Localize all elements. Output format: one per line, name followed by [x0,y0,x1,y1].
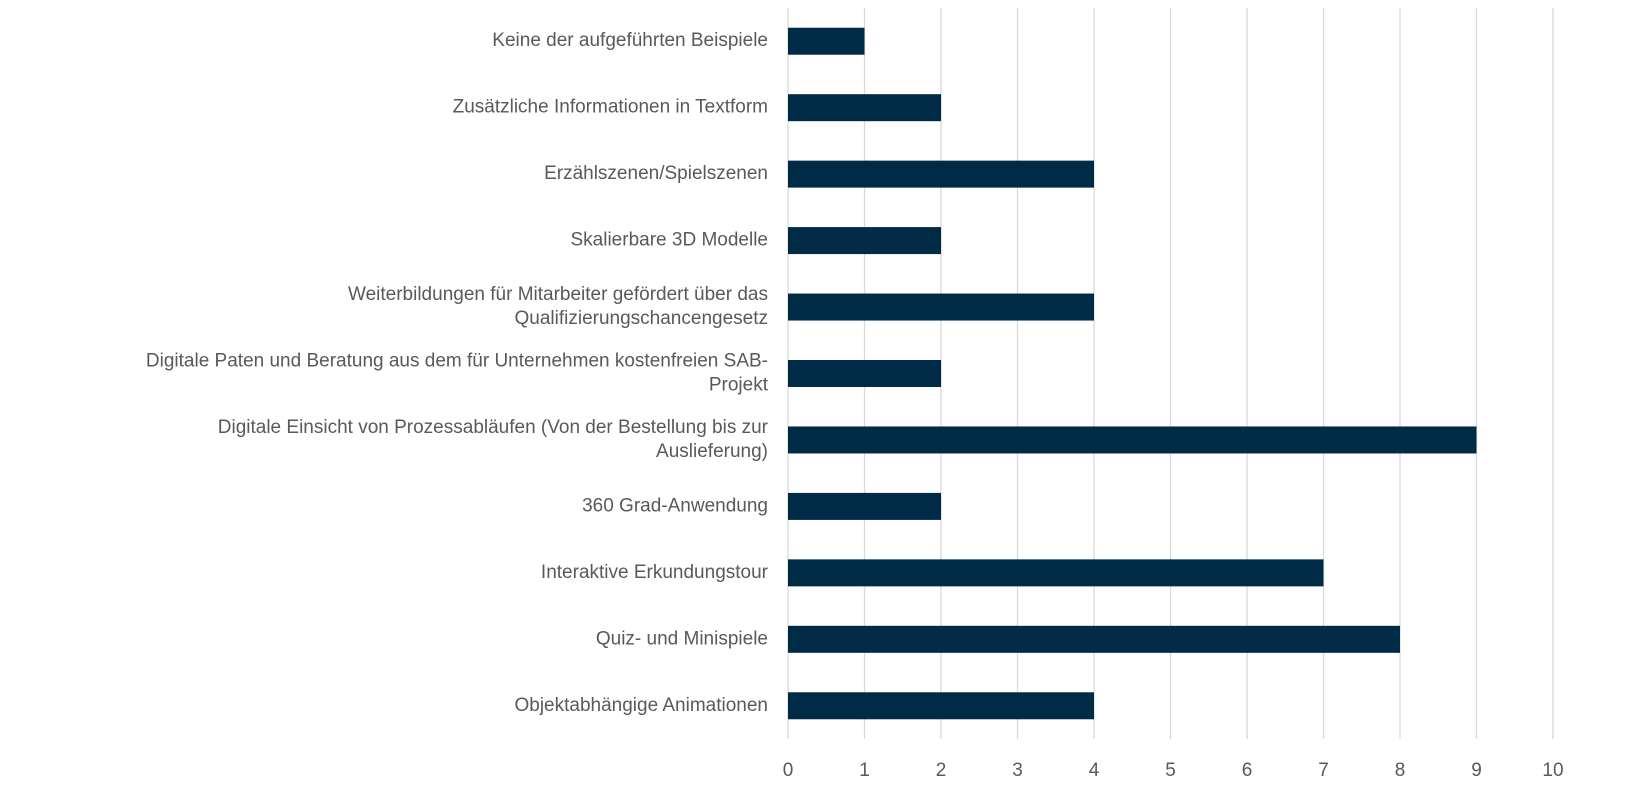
bar [788,559,1324,587]
x-tick-label: 2 [936,760,947,781]
bar [788,360,941,387]
bar [788,692,1094,720]
bar [788,426,1477,454]
bar [788,160,1094,188]
x-tick-label: 1 [859,760,870,781]
x-tick-label: 6 [1242,760,1253,781]
x-tick-label: 9 [1471,760,1482,781]
x-tick-label: 3 [1012,760,1023,781]
x-tick-label: 8 [1395,760,1406,781]
y-tick-label: Keine der aufgeführten Beispiele [492,30,768,51]
bar [788,94,941,122]
y-tick-label: Weiterbildungen für Mitarbeiter geförder… [348,284,768,329]
y-tick-label: Skalierbare 3D Modelle [571,230,769,251]
x-tick-label: 5 [1165,760,1176,781]
y-tick-label: Digitale Einsicht von Prozessabläufen (V… [218,417,769,462]
bar [788,227,941,255]
y-tick-label: 360 Grad-Anwendung [582,495,768,516]
x-tick-label: 0 [783,760,794,781]
bar [788,625,1400,653]
y-tick-label: Zusätzliche Informationen in Textform [453,97,768,118]
bar [788,293,1094,321]
y-tick-label: Quiz- und Minispiele [596,628,768,649]
bar [788,27,865,55]
x-tick-label: 10 [1542,760,1563,781]
bar [788,492,941,520]
x-tick-label: 4 [1089,760,1100,781]
y-tick-label: Digitale Paten und Beratung aus dem für … [146,351,769,396]
y-tick-label: Objektabhängige Animationen [514,695,768,716]
x-tick-label: 7 [1318,760,1329,781]
y-tick-label: Erzählszenen/Spielszenen [544,163,768,184]
y-tick-label: Interaktive Erkundungstour [541,562,769,583]
